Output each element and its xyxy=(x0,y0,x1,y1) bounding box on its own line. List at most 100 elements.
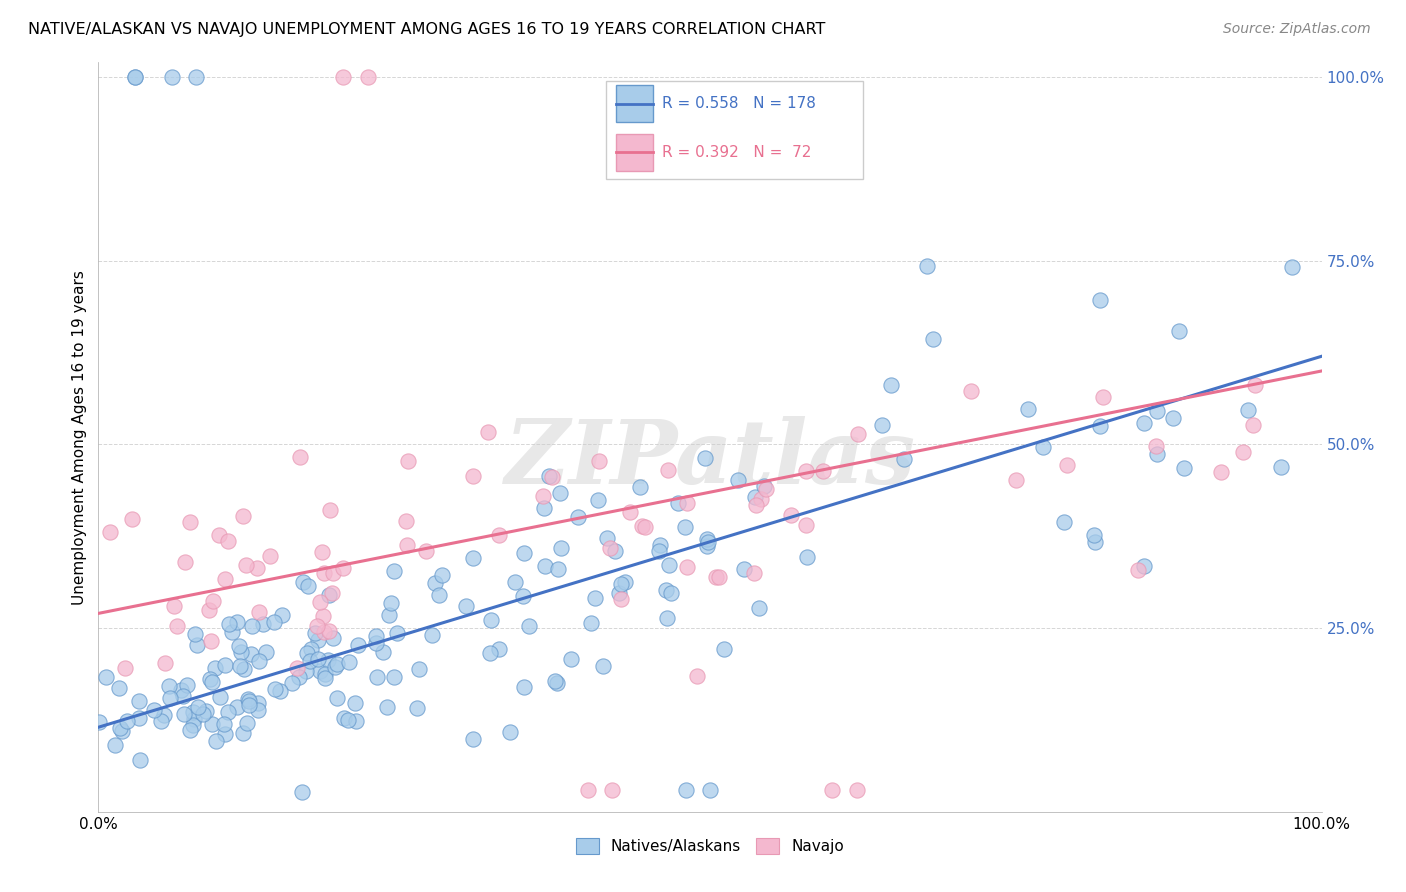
Point xyxy=(291,785,314,799)
Legend: Natives/Alaskans, Navajo: Natives/Alaskans, Navajo xyxy=(569,832,851,860)
Point xyxy=(169,683,191,698)
Point xyxy=(915,259,938,273)
Point xyxy=(1237,402,1260,417)
Point xyxy=(195,704,218,718)
Point xyxy=(333,711,356,725)
Point xyxy=(311,545,333,559)
Point xyxy=(1004,474,1026,488)
Point xyxy=(811,464,834,478)
Point xyxy=(599,541,621,555)
Point xyxy=(821,782,844,797)
Point xyxy=(1270,460,1292,475)
Point xyxy=(395,538,418,552)
Point xyxy=(550,541,572,555)
Point xyxy=(179,723,201,737)
Point xyxy=(235,558,257,573)
Point xyxy=(157,679,180,693)
Point xyxy=(583,591,606,605)
Point xyxy=(1167,324,1189,338)
Point xyxy=(247,703,270,717)
Point xyxy=(658,558,681,573)
Y-axis label: Unemployment Among Ages 16 to 19 years: Unemployment Among Ages 16 to 19 years xyxy=(72,269,87,605)
Point xyxy=(233,662,256,676)
Point xyxy=(780,508,803,523)
Point xyxy=(183,712,205,726)
Point xyxy=(332,561,354,575)
Point xyxy=(214,727,236,741)
Point xyxy=(533,558,555,573)
Point xyxy=(163,599,186,613)
Point xyxy=(181,705,204,719)
Point xyxy=(160,70,183,84)
Point xyxy=(240,618,263,632)
Point xyxy=(1032,441,1054,455)
Point xyxy=(153,656,176,670)
Point xyxy=(699,782,721,797)
Point xyxy=(179,515,201,529)
Point xyxy=(166,619,188,633)
Point xyxy=(648,543,671,558)
Point xyxy=(603,543,626,558)
FancyBboxPatch shape xyxy=(606,81,863,178)
Point xyxy=(1144,439,1167,453)
Point xyxy=(706,570,728,584)
Point xyxy=(1088,293,1111,308)
Point xyxy=(232,725,254,739)
Point xyxy=(181,717,204,731)
Point xyxy=(744,490,766,504)
Point xyxy=(1088,418,1111,433)
Point xyxy=(548,486,571,500)
Point xyxy=(318,624,340,639)
Point xyxy=(198,602,221,616)
Point xyxy=(366,670,388,684)
Point xyxy=(695,450,717,465)
Point xyxy=(794,464,817,478)
Point xyxy=(312,625,335,640)
Point xyxy=(173,555,195,569)
Point xyxy=(110,722,132,736)
Point xyxy=(696,532,718,546)
Point xyxy=(128,711,150,725)
Point xyxy=(517,619,540,633)
Point xyxy=(541,470,564,484)
Point xyxy=(172,689,194,703)
Point xyxy=(322,566,344,580)
Point xyxy=(240,647,263,661)
Point xyxy=(214,572,236,586)
Point xyxy=(382,670,405,684)
Point xyxy=(201,674,224,689)
Point xyxy=(697,534,720,549)
Point xyxy=(463,732,485,747)
Point xyxy=(299,655,322,669)
Point xyxy=(295,665,318,679)
Point xyxy=(544,674,567,689)
Point xyxy=(463,468,485,483)
Point xyxy=(707,570,730,584)
Point xyxy=(204,661,226,675)
FancyBboxPatch shape xyxy=(616,85,652,122)
Point xyxy=(115,714,138,729)
Point xyxy=(614,575,637,590)
Point xyxy=(592,659,614,673)
Point xyxy=(186,638,208,652)
Point xyxy=(159,690,181,705)
Point xyxy=(922,332,945,346)
Point xyxy=(1083,534,1105,549)
Point xyxy=(129,753,152,767)
Point xyxy=(382,564,405,578)
Point xyxy=(231,645,253,659)
Point xyxy=(634,520,657,534)
Point xyxy=(314,671,336,685)
Point xyxy=(214,658,236,673)
Point xyxy=(659,585,682,599)
Point xyxy=(339,655,361,669)
Point xyxy=(238,692,260,706)
Point xyxy=(686,669,709,683)
Point xyxy=(263,615,285,629)
Point xyxy=(488,528,510,542)
Point xyxy=(845,782,868,797)
Point xyxy=(628,480,651,494)
Point xyxy=(304,625,326,640)
Point xyxy=(173,707,195,722)
Point xyxy=(1244,378,1267,392)
